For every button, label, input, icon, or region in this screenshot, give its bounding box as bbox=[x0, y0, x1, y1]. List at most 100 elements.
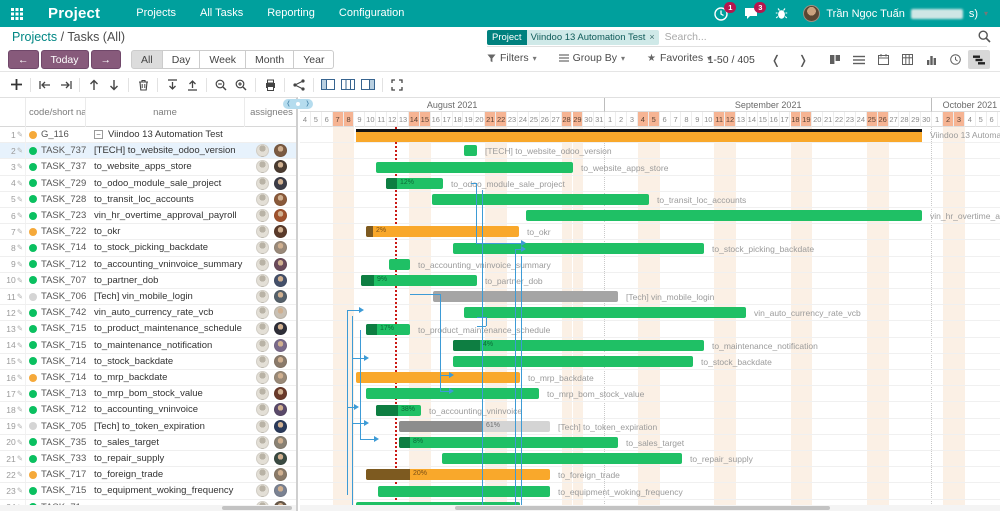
gantt-bar[interactable] bbox=[376, 161, 573, 173]
top-menu-item-projects[interactable]: Projects bbox=[136, 7, 177, 19]
messages-icon[interactable]: 3 bbox=[743, 1, 767, 22]
column-header-code[interactable]: code/short name bbox=[26, 98, 86, 127]
scale-button-day[interactable]: Day bbox=[162, 50, 201, 69]
gantt-bar[interactable] bbox=[453, 356, 693, 367]
activities-icon[interactable]: 1 bbox=[713, 1, 737, 22]
task-row[interactable]: 6✎ TASK_7237 vin_hr_overtime_approval_payr… bbox=[0, 208, 296, 225]
view-button-calendar[interactable] bbox=[872, 50, 894, 69]
edit-pencil-icon[interactable]: ✎ bbox=[16, 356, 23, 366]
edit-pencil-icon[interactable]: ✎ bbox=[16, 373, 23, 383]
edit-pencil-icon[interactable]: ✎ bbox=[16, 162, 23, 172]
task-row[interactable]: 22✎ TASK_7179 to_foreign_trade bbox=[0, 467, 296, 484]
task-row[interactable]: 15✎ TASK_7148 to_stock_backdate bbox=[0, 353, 296, 370]
move-down-button[interactable] bbox=[104, 75, 124, 95]
gantt-bar[interactable]: 17% bbox=[366, 323, 410, 335]
layout-chart-button[interactable] bbox=[358, 75, 378, 95]
view-button-list[interactable] bbox=[848, 50, 870, 69]
task-row[interactable]: 10✎ TASK_7072 to_partner_dob bbox=[0, 272, 296, 289]
expand-all-button[interactable] bbox=[182, 75, 202, 95]
zoom-in-button[interactable] bbox=[231, 75, 251, 95]
edit-pencil-icon[interactable]: ✎ bbox=[16, 470, 23, 480]
critical-path-button[interactable] bbox=[289, 75, 309, 95]
gantt-bar[interactable] bbox=[453, 242, 704, 254]
edit-pencil-icon[interactable]: ✎ bbox=[16, 486, 23, 496]
pager-next-button[interactable]: ❭ bbox=[797, 52, 808, 67]
gantt-bar[interactable]: 20% bbox=[366, 469, 550, 481]
task-row[interactable]: 11✎ TASK_7065 [Tech] vin_mobile_login bbox=[0, 289, 296, 306]
collapse-all-button[interactable] bbox=[162, 75, 182, 95]
task-row[interactable]: 17✎ TASK_7136 to_mrp_bom_stock_value bbox=[0, 386, 296, 403]
task-row[interactable]: 20✎ TASK_7355 to_sales_target bbox=[0, 434, 296, 451]
gantt-horizontal-scrollbar[interactable] bbox=[300, 505, 1000, 511]
column-header-name[interactable]: name bbox=[86, 98, 245, 127]
view-button-graph[interactable] bbox=[920, 50, 942, 69]
edit-pencil-icon[interactable]: ✎ bbox=[16, 146, 23, 156]
task-row[interactable]: 14✎ TASK_7156 to_maintenance_notification bbox=[0, 337, 296, 354]
task-row[interactable]: 13✎ TASK_7158 to_product_maintenance_sched… bbox=[0, 321, 296, 338]
layout-grid-button[interactable] bbox=[318, 75, 338, 95]
pager-prev-button[interactable]: ❬ bbox=[770, 52, 781, 67]
facet-remove-icon[interactable]: × bbox=[649, 32, 655, 42]
gantt-bar[interactable] bbox=[378, 485, 550, 497]
column-header-assignees[interactable]: assignees bbox=[250, 107, 293, 118]
edit-pencil-icon[interactable]: ✎ bbox=[16, 259, 23, 269]
task-row[interactable]: 5✎ TASK_7288 to_transit_loc_accounts bbox=[0, 191, 296, 208]
layout-split-button[interactable] bbox=[338, 75, 358, 95]
collapse-group-icon[interactable]: − bbox=[94, 130, 103, 140]
gantt-bar[interactable] bbox=[389, 258, 410, 270]
filters-dropdown[interactable]: Filters ▾ bbox=[487, 52, 537, 64]
task-row[interactable]: 9✎ TASK_7127 to_accounting_vninvoice_summa… bbox=[0, 256, 296, 273]
search-bar[interactable]: Project Viindoo 13 Automation Test × Sea… bbox=[487, 28, 987, 47]
task-row[interactable]: 19✎ TASK_7054 [Tech] to_token_expiration bbox=[0, 418, 296, 435]
edit-pencil-icon[interactable]: ✎ bbox=[16, 243, 23, 253]
task-row[interactable]: 2✎ TASK_7378 [TECH] to_website_odoo_versio… bbox=[0, 143, 296, 160]
link-left-button[interactable] bbox=[35, 75, 55, 95]
edit-pencil-icon[interactable]: ✎ bbox=[16, 292, 23, 302]
gantt-bar[interactable]: 8% bbox=[399, 437, 618, 448]
search-icon[interactable] bbox=[978, 30, 992, 44]
app-title[interactable]: Project bbox=[48, 5, 101, 22]
print-button[interactable] bbox=[260, 75, 280, 95]
task-row[interactable]: 1 ✎ G_116 − Viindoo 13 Automation Test bbox=[0, 127, 296, 144]
view-button-pivot[interactable] bbox=[896, 50, 918, 69]
edit-pencil-icon[interactable]: ✎ bbox=[16, 324, 23, 334]
mini-scroll-left-icon[interactable]: ❬ bbox=[286, 101, 292, 107]
debug-icon[interactable] bbox=[773, 6, 789, 22]
next-period-button[interactable]: → bbox=[90, 50, 122, 69]
top-menu-item-reporting[interactable]: Reporting bbox=[267, 7, 315, 19]
edit-pencil-icon[interactable]: ✎ bbox=[16, 194, 23, 204]
task-row[interactable]: 8✎ TASK_7149 to_stock_picking_backdate bbox=[0, 240, 296, 257]
edit-pencil-icon[interactable]: ✎ bbox=[16, 437, 23, 447]
today-button[interactable]: Today bbox=[40, 50, 89, 69]
task-row[interactable]: 4✎ TASK_7294 to_odoo_module_sale_project bbox=[0, 175, 296, 192]
scale-button-all[interactable]: All bbox=[131, 50, 163, 69]
prev-period-button[interactable]: ← bbox=[8, 50, 39, 69]
edit-pencil-icon[interactable]: ✎ bbox=[16, 130, 23, 140]
scale-button-week[interactable]: Week bbox=[200, 50, 247, 69]
mini-scroll-right-icon[interactable]: ❭ bbox=[304, 101, 310, 107]
gantt-bar[interactable] bbox=[356, 129, 922, 143]
edit-pencil-icon[interactable]: ✎ bbox=[16, 227, 23, 237]
user-menu[interactable]: Trần Ngọc Tuấn s) ▾ bbox=[803, 5, 988, 22]
gantt-bar[interactable] bbox=[464, 307, 746, 319]
favorites-dropdown[interactable]: ★ Favorites ▾ bbox=[646, 52, 712, 64]
gantt-bar[interactable]: 12% bbox=[386, 177, 443, 189]
gantt-bar[interactable] bbox=[464, 145, 477, 157]
breadcrumb-projects-link[interactable]: Projects bbox=[12, 30, 58, 44]
link-right-button[interactable] bbox=[55, 75, 75, 95]
top-menu-item-all-tasks[interactable]: All Tasks bbox=[200, 7, 244, 19]
edit-pencil-icon[interactable]: ✎ bbox=[16, 421, 23, 431]
gantt-bar[interactable]: 4% bbox=[453, 339, 704, 351]
gantt-bar[interactable]: 2% bbox=[366, 226, 519, 238]
scale-button-month[interactable]: Month bbox=[246, 50, 295, 69]
mini-scroll-knob[interactable] bbox=[296, 102, 300, 106]
add-task-button[interactable] bbox=[6, 75, 26, 95]
gantt-bar[interactable]: 38% bbox=[376, 404, 421, 416]
task-row[interactable]: 3✎ TASK_7373 to_website_apps_store bbox=[0, 159, 296, 176]
gantt-bar[interactable]: 61% bbox=[399, 420, 550, 432]
top-menu-item-configuration[interactable]: Configuration bbox=[338, 7, 405, 19]
mini-column-scrollbar[interactable]: ❬ ❭ bbox=[283, 99, 313, 109]
task-row[interactable]: 12✎ TASK_7429 vin_auto_currency_rate_vcb bbox=[0, 305, 296, 322]
view-button-activity[interactable] bbox=[944, 50, 966, 69]
task-row[interactable]: 23✎ TASK_7154 to_equipment_woking_frequenc… bbox=[0, 483, 296, 500]
